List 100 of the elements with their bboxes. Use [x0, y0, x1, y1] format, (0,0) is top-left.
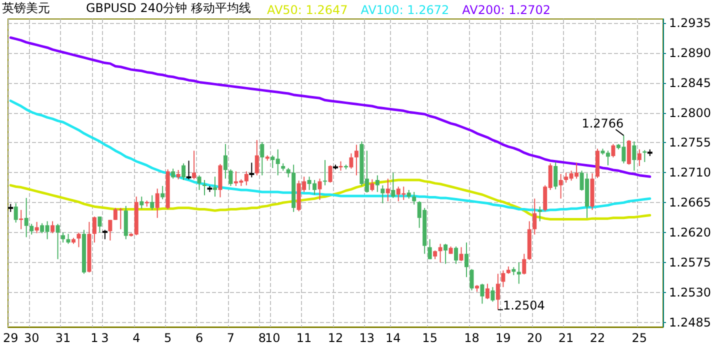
candlestick: [370, 178, 374, 192]
annotation: 1.2766: [582, 116, 624, 130]
candlestick: [30, 223, 34, 236]
candlestick: [24, 197, 28, 238]
candlestick: [459, 246, 464, 262]
candlestick: [380, 184, 385, 204]
candlestick: [464, 242, 468, 278]
candlestick: [496, 273, 500, 310]
candlestick: [192, 150, 196, 180]
text: AV100: 1.2672: [360, 3, 450, 17]
x-tick-label: 6: [195, 331, 204, 344]
x-tick-label: 22: [590, 331, 606, 344]
y-tick-label: 1.2530: [669, 285, 711, 300]
candlestick: [454, 246, 458, 264]
x-tick-label: 14: [386, 331, 401, 344]
candlestick: [19, 209, 24, 230]
candlestick: [444, 243, 448, 264]
x-tick-label: 8: [258, 331, 266, 344]
candlestick: [490, 286, 495, 302]
x-tick-label: 30: [24, 331, 40, 344]
candlestick: [102, 229, 108, 240]
candlestick: [626, 140, 631, 166]
y-tick-label: 1.2890: [669, 46, 711, 60]
x-tick-label: 18: [464, 331, 480, 344]
line-series: [9, 100, 652, 212]
candlestick: [438, 243, 442, 263]
chart-subtitle: GBPUSD 240分钟 移动平均线: [86, 1, 251, 15]
x-tick-label: 5: [164, 331, 172, 344]
y-tick-label: 1.2800: [669, 106, 711, 120]
y-tick-label: 1.2575: [669, 255, 711, 270]
candlestick: [176, 170, 180, 180]
candlestick: [485, 283, 490, 300]
candlestick: [140, 196, 144, 210]
text: AV50: 1.2647: [267, 3, 348, 17]
candlestick: [228, 168, 233, 186]
x-tick-label: 13: [359, 331, 375, 344]
candlestick: [92, 216, 96, 244]
candlestick: [171, 168, 176, 180]
candlestick: [428, 238, 432, 260]
x-tick-label: 7: [226, 331, 235, 344]
annotation: 1.2504: [502, 298, 545, 313]
candlestick: [354, 144, 358, 176]
x-tick-label: 10: [264, 331, 280, 344]
candlestick: [223, 144, 228, 180]
candlestick: [323, 160, 328, 186]
candlestick: [50, 220, 55, 234]
y-tick-label: 1.2845: [669, 76, 711, 90]
candlestick: [66, 233, 70, 244]
candlestick: [386, 178, 390, 202]
candlestick: [522, 253, 526, 275]
candlestick: [412, 191, 416, 206]
candlestick: [61, 232, 66, 244]
candlestick: [14, 202, 18, 224]
y-tick-label: 1.2710: [669, 166, 711, 180]
candlestick: [34, 221, 39, 234]
x-tick-label: 1: [90, 331, 98, 344]
candlestick: [470, 268, 474, 291]
candlestick: [182, 162, 186, 180]
candlestick: [202, 179, 206, 196]
x-tick-label: 15: [422, 331, 438, 344]
x-tick-label: 25: [632, 331, 648, 344]
y-tick-label: 1.2935: [669, 16, 711, 30]
x-tick-label: 3: [101, 331, 109, 344]
x-tick-label: 21: [558, 331, 574, 344]
y-tick-label: 1.2665: [669, 196, 711, 210]
candlestick: [538, 206, 542, 222]
x-tick-label: 19: [496, 331, 511, 344]
candlestick: [554, 162, 558, 190]
x-tick-label: 11: [296, 331, 312, 344]
candlestick: [197, 174, 202, 190]
x-tick-label: 20: [526, 331, 542, 344]
text: AV200: 1.2702: [462, 3, 551, 17]
candlestick: [480, 283, 484, 304]
candlestick: [155, 188, 160, 218]
candlestick: [632, 140, 636, 172]
candlestick: [501, 270, 506, 288]
chart-title: 英镑美元: [2, 1, 50, 15]
candlestick: [76, 232, 81, 248]
candlestick: [328, 164, 332, 184]
candlestick: [254, 140, 259, 176]
candlestick: [212, 176, 217, 198]
candlestick: [375, 174, 380, 192]
y-tick-label: 1.2485: [669, 315, 711, 330]
candlestick: [532, 198, 537, 236]
candlestick: [391, 172, 396, 198]
x-tick-label: 31: [55, 331, 71, 344]
x-tick-label: 4: [132, 331, 140, 344]
candlestick: [516, 262, 521, 284]
candlestick: [98, 216, 102, 234]
candlestick: [186, 160, 192, 180]
candlestick: [150, 194, 154, 210]
candlestick: [108, 219, 112, 242]
x-tick-label: 29: [2, 331, 18, 344]
candlestick: [160, 185, 165, 200]
y-tick-label: 1.2755: [669, 136, 711, 150]
candlestick: [249, 162, 254, 178]
candlestick: [260, 142, 264, 176]
candlestick: [56, 223, 60, 260]
y-tick-label: 1.2620: [669, 226, 711, 240]
candlestick: [349, 152, 354, 170]
